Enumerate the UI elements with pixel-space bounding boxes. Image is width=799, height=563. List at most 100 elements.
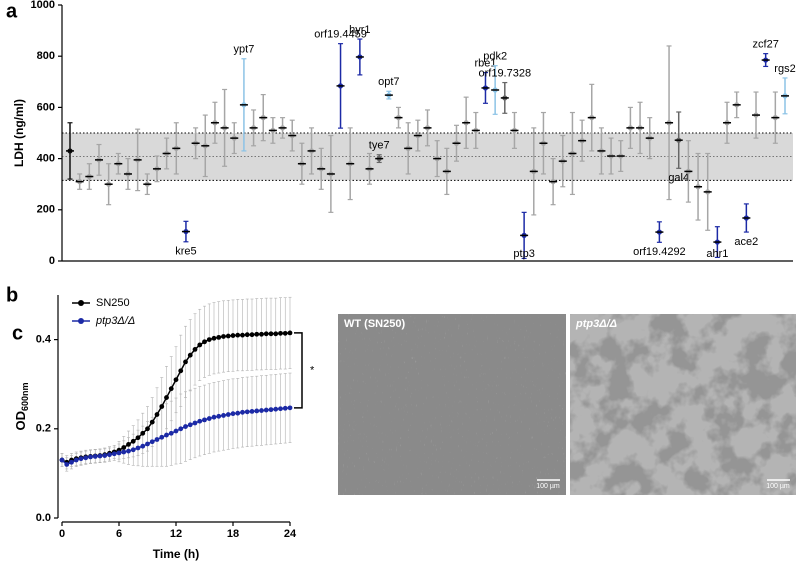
point — [273, 331, 279, 337]
point — [249, 332, 255, 338]
point — [278, 406, 283, 412]
panel-label: c — [12, 322, 23, 344]
point — [287, 330, 293, 336]
x-tick-label: 18 — [227, 528, 239, 540]
y-tick-label: 0 — [49, 255, 55, 267]
x-tick-label: 6 — [116, 528, 122, 540]
x-tick-label: 12 — [170, 528, 182, 540]
category-label: orf19.7328 — [478, 67, 531, 79]
point — [116, 450, 122, 456]
point — [145, 426, 150, 432]
point — [64, 462, 70, 467]
point — [244, 332, 250, 338]
point — [140, 443, 146, 449]
point — [121, 449, 127, 455]
point — [187, 352, 193, 358]
y-tick-label: 200 — [37, 204, 55, 216]
point — [230, 411, 236, 417]
point — [135, 435, 141, 441]
point — [268, 407, 274, 413]
legend-label: SN250 — [96, 297, 130, 309]
point — [168, 430, 174, 436]
point — [173, 377, 179, 383]
point — [211, 414, 217, 420]
category-label: kre5 — [175, 246, 196, 258]
scale-bar-label: 100 µm — [766, 483, 790, 490]
point — [126, 442, 131, 447]
category-label: rbe1 — [474, 57, 496, 69]
point — [225, 412, 231, 417]
point — [183, 359, 188, 365]
point — [263, 407, 269, 413]
point — [282, 405, 288, 411]
significance-bracket — [294, 332, 303, 409]
point — [216, 334, 222, 340]
point — [102, 453, 108, 458]
y-axis-title-main: OD — [13, 411, 28, 431]
point — [145, 441, 150, 447]
point — [282, 330, 288, 336]
y-tick-label: 0.0 — [36, 512, 51, 524]
point — [202, 339, 207, 345]
legend-marker — [78, 300, 84, 306]
point — [126, 448, 131, 454]
point — [202, 417, 207, 423]
point — [192, 420, 198, 426]
y-axis-title-sub: 600nm — [20, 382, 30, 411]
micrograph: ptp3Δ/Δ 100 µm — [570, 314, 796, 495]
y-tick-label: 1000 — [31, 0, 55, 11]
point — [211, 335, 217, 341]
point — [149, 439, 155, 445]
point — [216, 413, 222, 419]
point — [140, 430, 146, 436]
legend-marker — [78, 318, 84, 324]
point — [240, 409, 245, 415]
panel-label: a — [6, 0, 18, 22]
point — [135, 445, 141, 451]
point — [130, 447, 136, 453]
point — [221, 334, 226, 339]
category-label: orf19.4459 — [314, 29, 367, 41]
point — [244, 409, 250, 415]
point — [107, 452, 112, 458]
point — [197, 418, 203, 424]
point — [97, 453, 103, 459]
point — [254, 331, 260, 337]
image-title: ptp3Δ/Δ — [575, 318, 617, 330]
point — [178, 426, 184, 432]
point — [159, 434, 165, 440]
point — [230, 333, 236, 338]
category-label: rgs2 — [774, 63, 795, 75]
point — [154, 412, 160, 417]
x-tick-label: 0 — [59, 528, 65, 540]
point — [183, 424, 188, 429]
category-label: ahr1 — [706, 248, 728, 260]
category-label: pdk2 — [483, 51, 507, 63]
legend-label: ptp3Δ/Δ — [95, 315, 135, 327]
y-tick-label: 800 — [37, 50, 55, 62]
point — [164, 395, 169, 400]
point — [206, 337, 212, 342]
micrograph: WT (SN250) 100 µm — [338, 314, 566, 495]
point — [92, 454, 98, 459]
category-label: ptp3 — [513, 248, 534, 260]
point — [59, 457, 65, 463]
point — [178, 368, 184, 374]
point — [240, 332, 245, 338]
point — [192, 347, 198, 352]
point — [130, 438, 136, 444]
category-label: orf19.4292 — [633, 246, 686, 258]
category-label: zcf27 — [753, 39, 779, 51]
category-label: ace2 — [734, 236, 758, 248]
scale-bar-label: 100 µm — [536, 483, 560, 490]
point — [263, 331, 269, 337]
point — [78, 456, 84, 462]
point — [249, 409, 255, 414]
y-tick-label: 0.4 — [36, 334, 52, 346]
annotation: * — [310, 364, 315, 376]
point — [83, 455, 89, 461]
category-label: ypt7 — [234, 44, 255, 56]
point — [278, 330, 283, 336]
point — [235, 332, 241, 338]
y-tick-label: 400 — [37, 153, 55, 165]
